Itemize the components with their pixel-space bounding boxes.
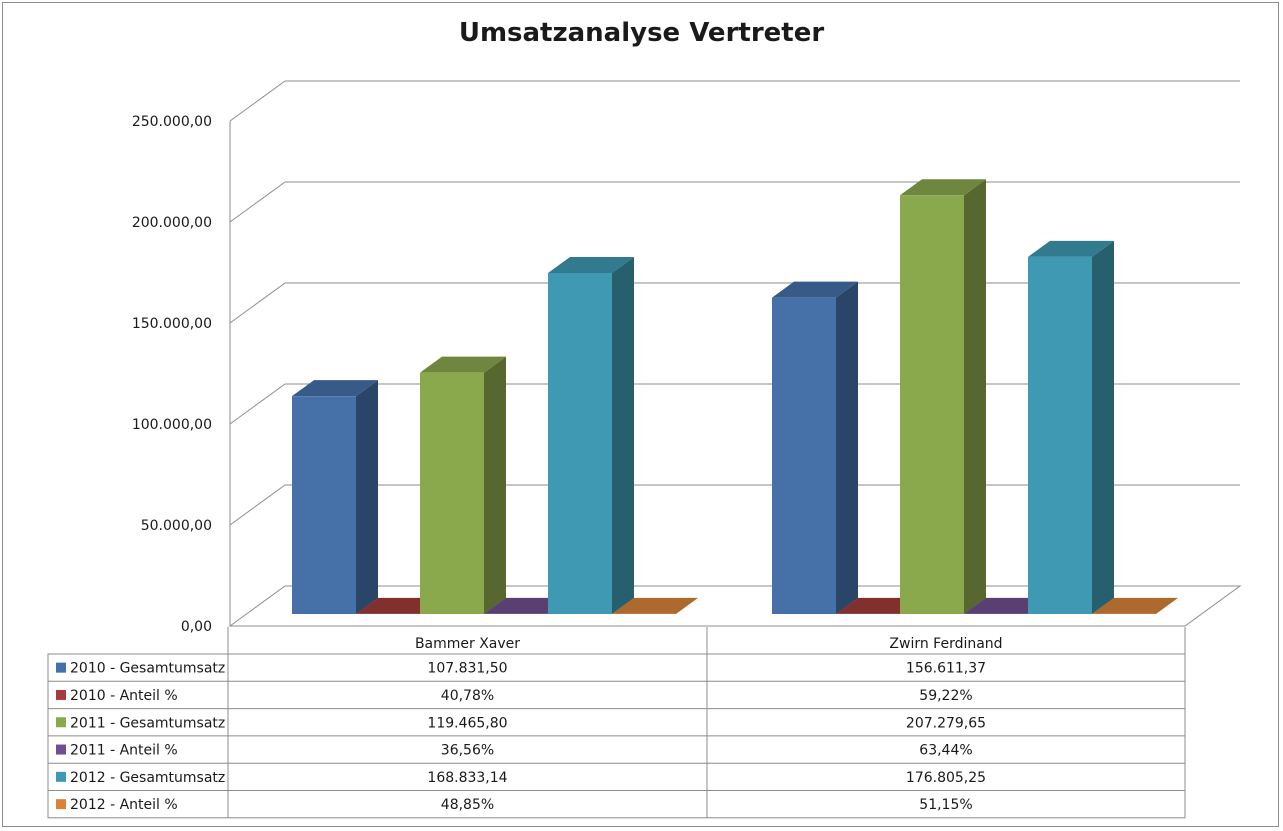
legend-swatch [56,689,66,700]
data-label: 107.831,50 [427,661,507,677]
legend-swatch [56,662,66,673]
bar-side [836,281,858,614]
gridline-diagonal [229,484,286,526]
bar-front [420,372,484,614]
y-tick-label: 250.000,00 [132,114,212,130]
bar-side [1092,240,1114,614]
legend-label: 2012 - Anteil % [70,797,178,813]
bar [612,597,698,614]
y-tick-label: 50.000,00 [141,518,212,534]
bar [1028,240,1114,614]
data-label: 119.465,80 [427,715,507,731]
bar [292,380,378,614]
bar-front [900,195,964,614]
bar [548,256,634,614]
bar-top [612,597,698,614]
bar-top [548,256,634,273]
bar-side [1156,597,1178,614]
y-tick-label: 200.000,00 [132,215,212,231]
bar-top [292,380,378,397]
bars [292,179,1178,614]
bar-side [356,380,378,614]
bar-front [548,272,612,614]
bar-front [1028,256,1092,614]
floor [228,585,1242,627]
bar-top [772,281,858,298]
category-label: Zwirn Ferdinand [889,636,1002,652]
gridline-diagonal [229,383,286,425]
data-label: 51,15% [919,797,972,813]
data-label: 168.833,14 [427,770,507,786]
legend-swatch [56,744,66,755]
bar-front [292,396,356,614]
data-label: 156.611,37 [906,661,986,677]
bar-side [676,597,698,614]
legend-swatch [56,717,66,728]
category-label: Bammer Xaver [415,636,520,652]
bar [772,281,858,614]
data-label: 207.279,65 [906,715,986,731]
data-label: 59,22% [919,688,972,704]
data-label: 176.805,25 [906,770,986,786]
gridline-diagonal [229,181,286,223]
legend-label: 2012 - Gesamtumsatz [70,770,225,786]
bar-top [900,179,986,196]
legend-swatch [56,771,66,782]
bar [420,356,506,614]
data-label: 48,85% [441,797,494,813]
bar [1092,597,1178,614]
bar-side [484,356,506,614]
bar [900,179,986,614]
legend-label: 2010 - Gesamtumsatz [70,661,225,677]
data-label: 36,56% [441,743,494,759]
data-label: 63,44% [919,743,972,759]
bar-top [420,356,506,373]
bar-top [1028,240,1114,257]
bar-front [772,297,836,614]
data-table: Bammer Xaver Zwirn Ferdinand 2010 - Gesamt… [47,627,1186,819]
gridline-diagonal [229,80,286,122]
y-tick-label: 100.000,00 [132,417,212,433]
legend-swatch [56,799,66,810]
bar-side [964,179,986,614]
data-label: 40,78% [441,688,494,704]
y-tick-label: 0,00 [181,619,212,635]
legend-label: 2011 - Gesamtumsatz [70,715,225,731]
legend-label: 2011 - Anteil % [70,743,178,759]
gridline-diagonal [229,282,286,324]
bar-top [1092,597,1178,614]
chart-title: Umsatzanalyse Vertreter [458,18,825,48]
bar-side [612,256,634,614]
y-tick-label: 150.000,00 [132,316,212,332]
legend-label: 2010 - Anteil % [70,688,178,704]
